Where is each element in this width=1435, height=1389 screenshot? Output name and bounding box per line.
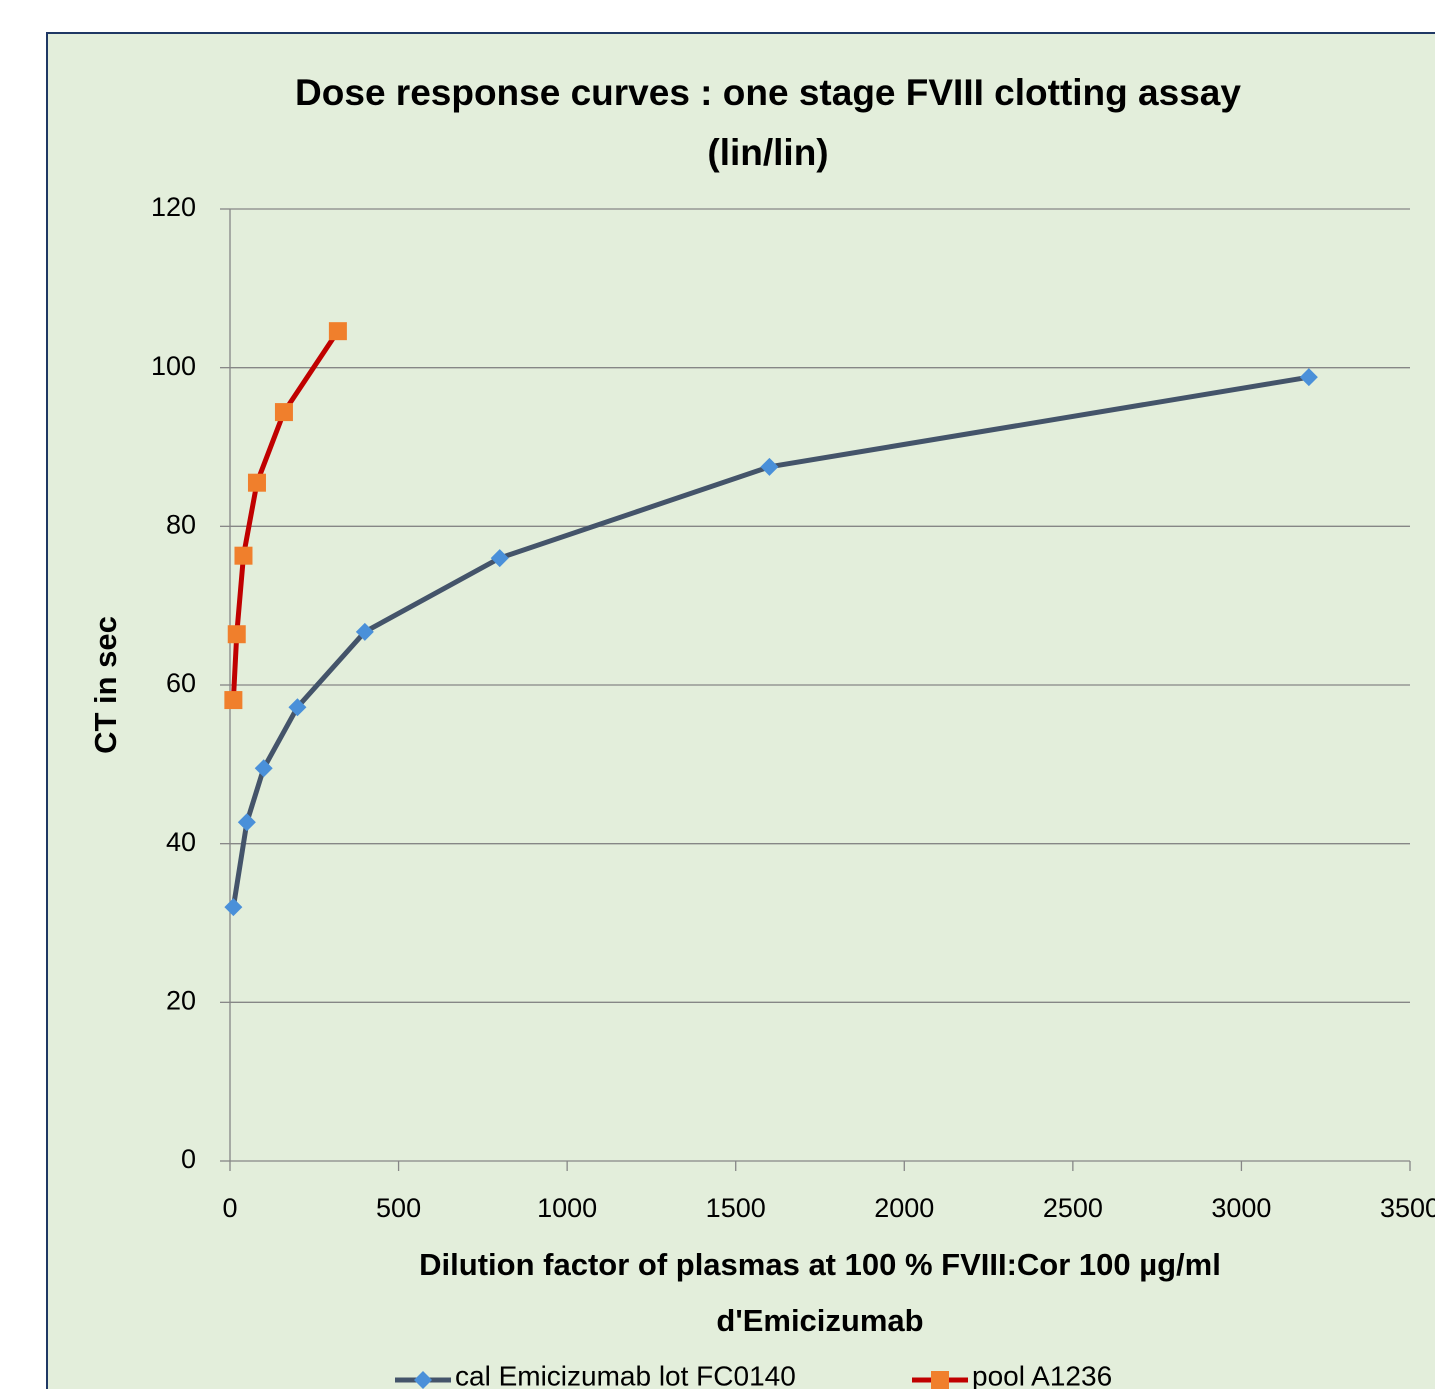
x-axis-label: d'Emicizumab — [716, 1303, 923, 1338]
x-tick-label: 1500 — [706, 1193, 766, 1223]
x-axis-label: Dilution factor of plasmas at 100 % FVII… — [419, 1247, 1221, 1282]
x-tick-label: 3500 — [1380, 1193, 1435, 1223]
y-tick-label: 100 — [151, 351, 196, 381]
marker — [490, 549, 509, 568]
x-tick-label: 2500 — [1043, 1193, 1103, 1223]
x-tick-label: 1000 — [537, 1193, 597, 1223]
y-tick-label: 40 — [166, 827, 196, 857]
marker — [247, 473, 266, 492]
marker — [760, 457, 779, 476]
legend-marker — [931, 1371, 949, 1389]
marker — [274, 403, 293, 422]
x-tick-label: 3000 — [1211, 1193, 1271, 1223]
y-axis-label: CT in sec — [88, 616, 123, 754]
legend-label: cal Emicizumab lot FC0140 — [455, 1360, 796, 1389]
chart-area — [46, 32, 1435, 1389]
marker — [227, 625, 246, 644]
marker — [224, 691, 243, 710]
legend-marker — [414, 1371, 432, 1389]
marker — [328, 322, 347, 341]
x-tick-label: 0 — [222, 1193, 237, 1223]
x-tick-label: 2000 — [874, 1193, 934, 1223]
marker — [234, 546, 253, 565]
x-tick-label: 500 — [376, 1193, 421, 1223]
series-line — [230, 374, 1310, 908]
y-tick-label: 60 — [166, 668, 196, 698]
y-tick-label: 20 — [166, 985, 196, 1015]
chart-title: Dose response curves : one stage FVIII c… — [295, 72, 1241, 113]
y-tick-label: 80 — [166, 509, 196, 539]
marker — [254, 759, 273, 778]
y-tick-label: 0 — [181, 1144, 196, 1174]
legend-label: pool A1236 — [972, 1360, 1112, 1389]
marker — [237, 813, 256, 832]
marker — [1299, 368, 1318, 387]
y-tick-label: 120 — [151, 192, 196, 222]
marker — [224, 898, 243, 917]
marker — [288, 698, 307, 717]
chart-title: (lin/lin) — [707, 132, 828, 173]
marker — [355, 622, 374, 641]
series-line — [230, 329, 340, 701]
